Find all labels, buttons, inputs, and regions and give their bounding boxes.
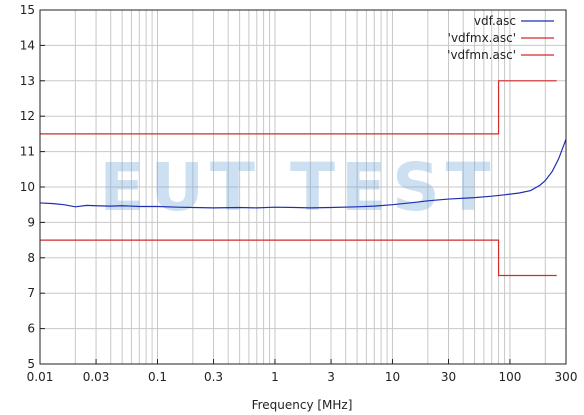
series-line-0 — [39, 138, 567, 209]
x-tick-label: 0.01 — [27, 370, 54, 384]
y-tick-label: 15 — [20, 3, 35, 17]
y-tick-label: 12 — [20, 109, 35, 123]
axis-ticks: 0.01 0.03 0.1 0.3 1 3 10 30 100 30056789101112131… — [20, 3, 578, 384]
x-tick-label: 1 — [271, 370, 279, 384]
series-line-1 — [40, 80, 557, 135]
x-axis-label: Frequency [MHz] — [252, 398, 353, 412]
y-tick-label: 5 — [27, 357, 35, 371]
x-tick-label: 0.03 — [83, 370, 110, 384]
x-tick-label: 10 — [385, 370, 400, 384]
series-line-2 — [40, 239, 557, 277]
y-tick-label: 10 — [20, 180, 35, 194]
legend: vdf.asc 'vdfmx.asc' 'vdfmn.asc' — [447, 14, 554, 62]
series-lines — [39, 80, 567, 277]
watermark-text: EUT TEST — [99, 149, 496, 226]
x-tick-label: 0.3 — [204, 370, 223, 384]
y-tick-label: 8 — [27, 251, 35, 265]
grid-lines — [40, 10, 566, 364]
x-tick-label: 300 — [555, 370, 578, 384]
x-tick-label: 100 — [498, 370, 521, 384]
y-tick-label: 11 — [20, 145, 35, 159]
y-tick-label: 7 — [27, 286, 35, 300]
y-tick-label: 6 — [27, 322, 35, 336]
legend-entry-label: 'vdfmx.asc' — [448, 31, 516, 45]
legend-entry-label: 'vdfmn.asc' — [447, 48, 516, 62]
x-tick-label: 0.1 — [148, 370, 167, 384]
y-tick-label: 9 — [27, 215, 35, 229]
y-tick-label: 13 — [20, 74, 35, 88]
x-tick-label: 3 — [327, 370, 335, 384]
x-tick-label: 30 — [441, 370, 456, 384]
legend-entry-label: vdf.asc — [474, 14, 516, 28]
y-tick-label: 14 — [20, 38, 35, 52]
